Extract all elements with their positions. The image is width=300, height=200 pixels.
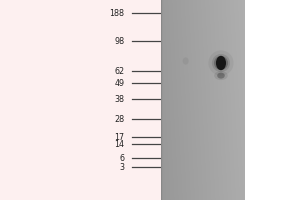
Text: 28: 28 — [114, 114, 124, 123]
Text: 14: 14 — [115, 140, 124, 149]
Bar — [244, 0, 300, 200]
Ellipse shape — [214, 56, 228, 70]
Text: 62: 62 — [114, 66, 124, 75]
Text: 98: 98 — [114, 36, 124, 46]
Text: 188: 188 — [110, 8, 124, 18]
Bar — [0, 0, 160, 200]
Text: 17: 17 — [114, 132, 124, 142]
Ellipse shape — [212, 54, 230, 72]
Ellipse shape — [216, 56, 226, 70]
Ellipse shape — [214, 71, 228, 80]
Ellipse shape — [208, 50, 234, 76]
Text: 38: 38 — [115, 95, 124, 104]
Ellipse shape — [217, 73, 225, 79]
Text: 49: 49 — [114, 78, 124, 88]
Ellipse shape — [183, 57, 189, 65]
Text: 3: 3 — [119, 162, 124, 171]
Text: 6: 6 — [119, 154, 124, 163]
